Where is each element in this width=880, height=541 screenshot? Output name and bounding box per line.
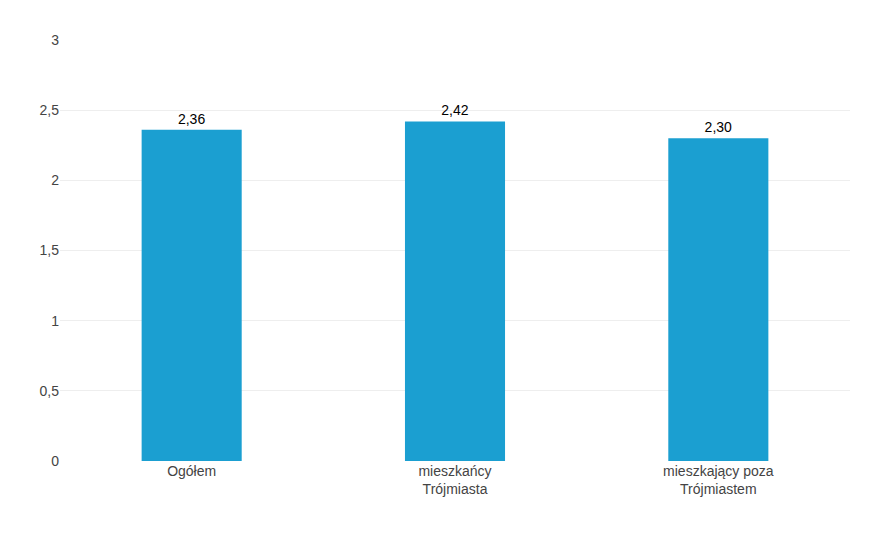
svg-text:2: 2 — [51, 172, 59, 188]
svg-text:1: 1 — [51, 313, 59, 329]
svg-text:Ogółem: Ogółem — [167, 463, 216, 479]
svg-text:2,36: 2,36 — [178, 111, 205, 127]
svg-text:mieszkańcyTrójmiasta: mieszkańcyTrójmiasta — [418, 463, 491, 497]
svg-text:2,5: 2,5 — [40, 102, 60, 118]
svg-text:3: 3 — [51, 32, 59, 48]
svg-text:0: 0 — [51, 453, 59, 469]
svg-text:1,5: 1,5 — [40, 242, 60, 258]
svg-text:mieszkający pozaTrójmiastem: mieszkający pozaTrójmiastem — [663, 463, 774, 497]
svg-text:2,42: 2,42 — [441, 102, 468, 118]
svg-text:0,5: 0,5 — [40, 383, 60, 399]
svg-text:2,30: 2,30 — [705, 119, 732, 135]
